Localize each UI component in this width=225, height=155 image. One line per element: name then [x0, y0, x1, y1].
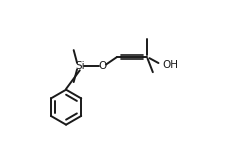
- Text: OH: OH: [162, 60, 178, 70]
- Text: Si: Si: [75, 61, 85, 71]
- Text: O: O: [99, 61, 107, 71]
